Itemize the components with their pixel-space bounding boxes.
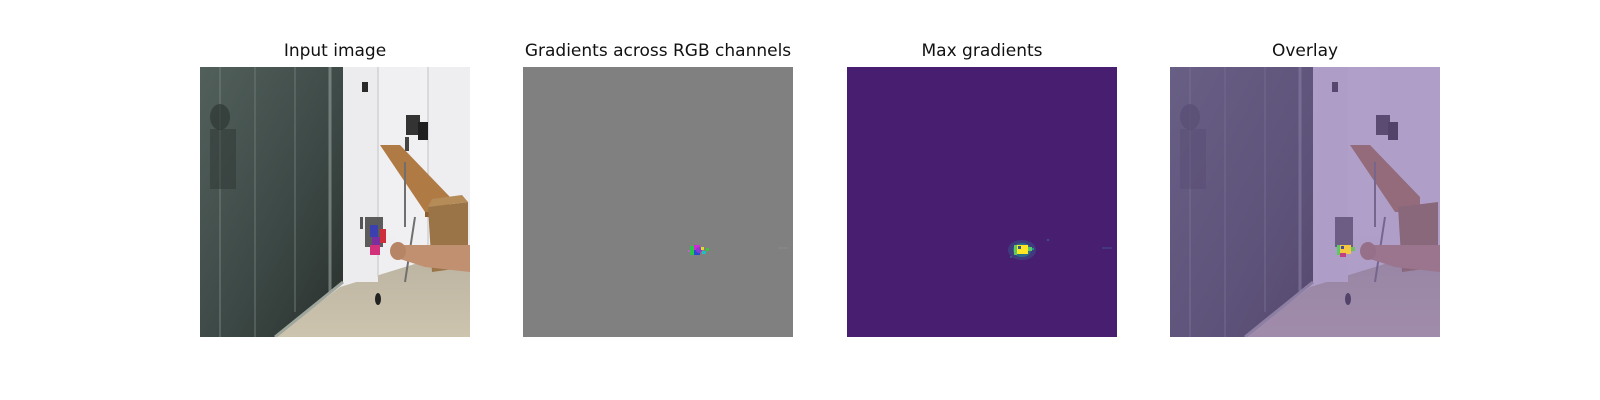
panel-overlay: Overlay	[1170, 38, 1440, 337]
rgb-gradient-map	[523, 67, 793, 337]
panel-input-image: Input image	[200, 38, 470, 337]
panel-title: Gradients across RGB channels	[524, 41, 792, 61]
panel-title: Max gradients	[921, 41, 1043, 61]
overlay-image	[1170, 67, 1440, 337]
panel-title: Input image	[283, 41, 387, 61]
panel-max-gradients: Max gradients	[847, 38, 1117, 337]
max-gradient-map	[847, 67, 1117, 337]
panel-rgb-gradients: Gradients across RGB channels	[523, 38, 793, 337]
panel-title: Overlay	[1271, 41, 1339, 61]
input-image	[200, 67, 470, 337]
